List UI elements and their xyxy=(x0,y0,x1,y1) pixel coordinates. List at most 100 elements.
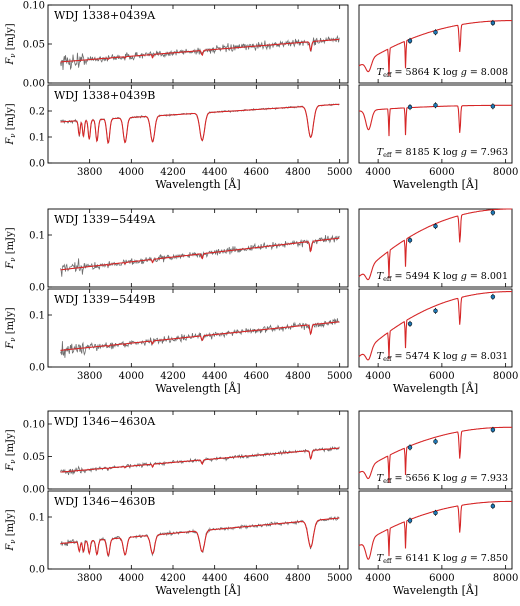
x-tick-label: 6000 xyxy=(429,167,454,178)
y-axis-label: Fν [mJy] xyxy=(5,307,17,349)
y-tick-label: 0.1 xyxy=(29,311,45,322)
x-tick-label: 4000 xyxy=(119,167,144,178)
y-tick-label: 0.0 xyxy=(29,283,45,294)
photometry-point xyxy=(407,38,413,44)
x-tick-label: 4800 xyxy=(285,573,310,584)
x-tick-label: 4000 xyxy=(119,573,144,584)
photometry-point xyxy=(433,439,438,444)
spectrum-panel-frame xyxy=(47,288,349,368)
x-tick-label: 8000 xyxy=(493,573,518,584)
x-tick-label: 4600 xyxy=(244,167,269,178)
spectrum-panel-frame xyxy=(47,84,349,164)
spectrum-data-line xyxy=(60,516,340,558)
x-tick-label: 4600 xyxy=(244,573,269,584)
photometry-point xyxy=(490,104,496,109)
spectrum-panel-frame xyxy=(47,410,349,490)
spectrum-data-line xyxy=(60,318,340,358)
sed-model-line xyxy=(358,291,512,361)
y-tick-label: 0.00 xyxy=(23,79,45,90)
photometry-point xyxy=(490,210,496,215)
photometry-point xyxy=(407,321,413,327)
star-name-label: WDJ 1346−4630B xyxy=(54,495,155,508)
sed-panel-frame xyxy=(358,490,513,570)
teff-logg-label: Teff = 5864 K log g = 8.008 xyxy=(377,67,508,79)
sed-panel-frame xyxy=(358,288,513,368)
x-tick-label: 8000 xyxy=(493,371,518,382)
y-tick-label: 0.0 xyxy=(29,159,45,170)
photometry-point xyxy=(407,518,413,523)
y-axis-label: Fν [mJy] xyxy=(5,103,17,145)
y-tick-label: 0.05 xyxy=(23,40,45,51)
spectrum-model-line xyxy=(60,237,340,271)
teff-logg-label: Teff = 6141 K log g = 7.850 xyxy=(377,553,508,565)
x-tick-label: 3800 xyxy=(77,573,102,584)
photometry-point xyxy=(433,510,438,516)
teff-logg-label: Teff = 5474 K log g = 8.031 xyxy=(377,351,508,363)
x-axis-label: Wavelength [Å] xyxy=(155,177,240,191)
y-tick-label: 0.10 xyxy=(23,1,45,12)
star-name-label: WDJ 1338+0439B xyxy=(54,89,155,102)
y-tick-label: 0.1 xyxy=(29,513,45,524)
x-tick-label: 4000 xyxy=(365,371,390,382)
x-tick-label: 4600 xyxy=(244,371,269,382)
panels-layer: WDJ 1338+0439A 0.00 0.05 0.10 Fν [mJy] Teff =… xyxy=(5,1,518,598)
x-axis-label: Wavelength [Å] xyxy=(155,381,240,395)
sed-model-line xyxy=(358,208,512,281)
y-axis-label: Fν [mJy] xyxy=(5,227,17,269)
star-name-label: WDJ 1339−5449A xyxy=(54,213,156,226)
teff-logg-label: Teff = 5494 K log g = 8.001 xyxy=(377,271,508,283)
x-tick-label: 8000 xyxy=(493,167,518,178)
photometry-point xyxy=(490,20,496,26)
spectrum-panel-frame xyxy=(47,208,349,288)
sed-panel-frame xyxy=(358,4,513,84)
photometry-point xyxy=(407,237,413,243)
y-tick-label: 0.0 xyxy=(29,363,45,374)
spectrum-panel-frame xyxy=(47,490,349,570)
x-tick-label: 6000 xyxy=(429,573,454,584)
sed-model-line xyxy=(359,104,512,137)
y-tick-label: 0.1 xyxy=(29,231,45,242)
y-tick-label: 0.2 xyxy=(29,107,45,118)
spectrum-data-line xyxy=(60,34,340,71)
spectrum-model-line xyxy=(60,103,340,145)
x-tick-label: 4000 xyxy=(365,573,390,584)
x-axis-label: Wavelength [Å] xyxy=(393,583,478,597)
spectrum-data-line xyxy=(60,234,340,277)
y-tick-label: 0.0 xyxy=(29,565,45,576)
y-tick-label: 0.10 xyxy=(23,420,45,431)
star-name-label: WDJ 1339−5449B xyxy=(54,293,155,306)
x-tick-label: 3800 xyxy=(77,167,102,178)
y-tick-label: 0.00 xyxy=(23,485,45,496)
y-axis-label: Fν [mJy] xyxy=(5,509,17,551)
spectrum-model-line xyxy=(60,517,340,557)
y-tick-label: 0.05 xyxy=(23,452,45,463)
photometry-point xyxy=(433,103,438,108)
photometry-point xyxy=(433,30,438,35)
photometry-point xyxy=(407,445,413,450)
x-axis-label: Wavelength [Å] xyxy=(393,177,478,191)
x-tick-label: 6000 xyxy=(429,371,454,382)
x-tick-label: 4800 xyxy=(285,167,310,178)
x-tick-label: 4000 xyxy=(119,371,144,382)
spectrum-model-line xyxy=(60,38,340,63)
y-tick-label: 0.1 xyxy=(29,133,45,144)
x-tick-label: 4200 xyxy=(160,573,185,584)
photometry-point xyxy=(433,223,438,229)
x-tick-label: 4400 xyxy=(202,573,227,584)
teff-logg-label: Teff = 8185 K log g = 7.963 xyxy=(377,147,508,159)
x-tick-label: 4200 xyxy=(160,371,185,382)
x-tick-label: 4400 xyxy=(202,371,227,382)
photometry-point xyxy=(490,294,496,300)
x-tick-label: 5000 xyxy=(327,371,352,382)
x-axis-label: Wavelength [Å] xyxy=(393,381,478,395)
teff-logg-label: Teff = 5656 K log g = 7.933 xyxy=(377,473,508,485)
x-tick-label: 4400 xyxy=(202,167,227,178)
photometry-point xyxy=(407,104,413,110)
x-tick-label: 3800 xyxy=(77,371,102,382)
star-name-label: WDJ 1338+0439A xyxy=(54,9,156,22)
x-tick-label: 4800 xyxy=(285,371,310,382)
y-axis-label: Fν [mJy] xyxy=(5,23,17,65)
x-tick-label: 4000 xyxy=(365,167,390,178)
spectrum-model-line xyxy=(60,321,340,351)
